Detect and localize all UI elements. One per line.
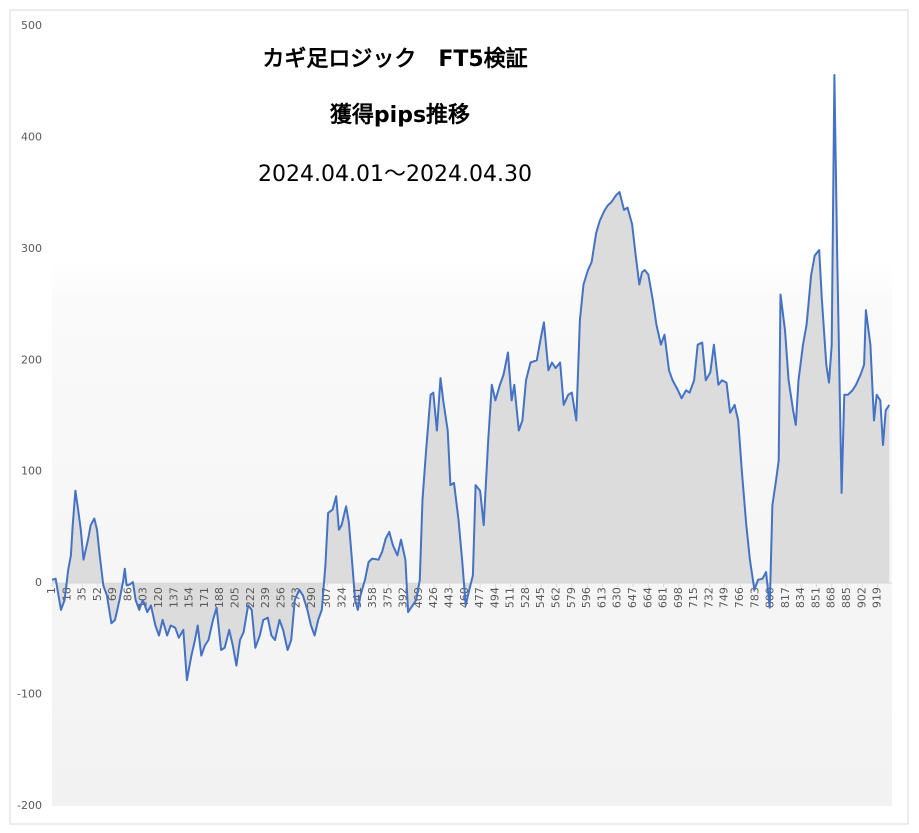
x-tick-label: 477 — [473, 587, 486, 608]
x-tick-label: 681 — [657, 587, 670, 608]
y-tick-label: 100 — [21, 465, 42, 478]
y-tick-label: 400 — [21, 130, 42, 143]
x-tick-label: 290 — [305, 587, 318, 608]
x-tick-label: 698 — [672, 587, 685, 608]
x-tick-label: 256 — [274, 587, 287, 608]
x-tick-label: 579 — [565, 587, 578, 608]
x-tick-label: 783 — [748, 587, 761, 608]
chart-title: カギ足ロジック FT5検証 — [262, 46, 527, 72]
y-tick-label: 0 — [35, 576, 42, 589]
line — [51, 74, 891, 682]
y-tick-label: 300 — [21, 242, 42, 255]
x-tick-label: 171 — [198, 587, 211, 608]
x-tick-label: 885 — [840, 587, 853, 608]
x-tick-label: 851 — [809, 587, 822, 608]
x-tick-label: 426 — [427, 587, 440, 608]
x-tick-label: 647 — [626, 587, 639, 608]
x-tick-label: 613 — [595, 587, 608, 608]
x-tick-label: 545 — [534, 587, 547, 608]
x-tick-label: 154 — [183, 587, 196, 608]
y-tick-label: 200 — [21, 353, 42, 366]
chart-subtitle: 獲得pips推移 — [330, 102, 470, 128]
x-tick-label: 817 — [779, 587, 792, 608]
x-tick-label: 137 — [167, 587, 180, 608]
x-tick-label: 1 — [45, 587, 58, 594]
x-tick-label: 120 — [152, 587, 165, 608]
x-tick-label: 103 — [137, 587, 150, 608]
x-tick-label: 18 — [60, 587, 73, 601]
area-fill — [52, 75, 890, 681]
x-tick-label: 511 — [504, 587, 517, 608]
x-tick-label: 239 — [259, 587, 272, 608]
x-tick-label: 596 — [580, 587, 593, 608]
y-tick-label: 500 — [21, 19, 42, 32]
x-tick-label: 222 — [244, 587, 257, 608]
x-tick-label: 715 — [687, 587, 700, 608]
x-tick-label: 443 — [443, 587, 456, 608]
x-tick-label: 562 — [550, 587, 563, 608]
x-tick-label: 749 — [718, 587, 731, 608]
x-tick-label: 630 — [611, 587, 624, 608]
x-tick-label: 902 — [855, 587, 868, 608]
x-tick-label: 358 — [366, 587, 379, 608]
x-tick-label: 324 — [335, 587, 348, 608]
x-tick-label: 528 — [519, 587, 532, 608]
y-tick-label: -200 — [17, 799, 42, 812]
plot-background — [52, 26, 892, 806]
x-tick-label: 766 — [733, 587, 746, 608]
x-tick-label: 69 — [106, 587, 119, 601]
y-tick-label: -100 — [17, 688, 42, 701]
x-tick-label: 375 — [381, 587, 394, 608]
x-tick-label: 205 — [228, 587, 241, 608]
x-tick-label: 732 — [702, 587, 715, 608]
x-tick-label: 52 — [91, 587, 104, 601]
x-tick-label: 868 — [825, 587, 838, 608]
x-tick-label: 188 — [213, 587, 226, 608]
period: 2024.04.01～2024.04.30 — [258, 162, 532, 187]
x-tick-label: 834 — [794, 587, 807, 608]
x-tick-label: 494 — [488, 587, 501, 608]
x-tick-label: 35 — [76, 587, 89, 601]
x-tick-label: 86 — [121, 587, 134, 601]
x-tick-label: 664 — [641, 587, 654, 608]
x-tick-label: 919 — [871, 587, 884, 608]
